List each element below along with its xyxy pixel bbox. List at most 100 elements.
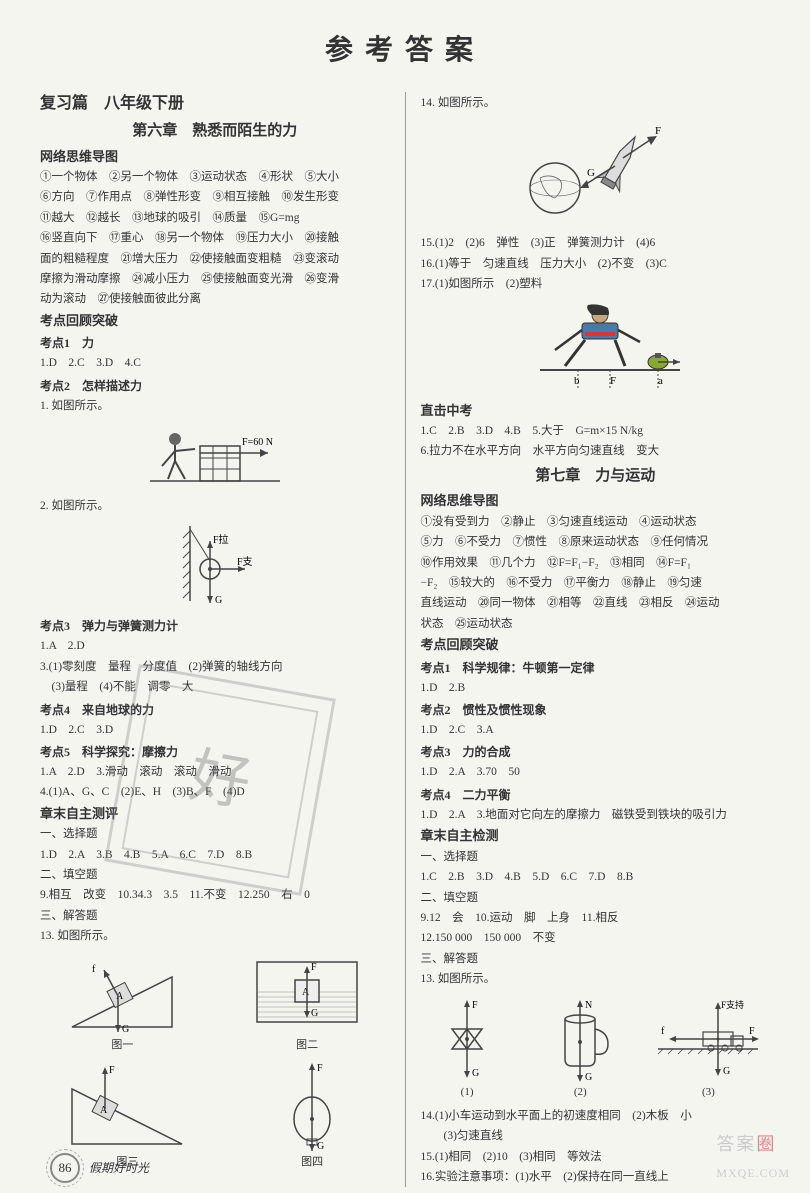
ce-sel2-h: 一、选择题 (421, 848, 771, 866)
q15: 15.(1)2 (2)6 弹性 (3)正 弹簧测力计 (4)6 (421, 234, 771, 252)
fig1-wrapper: A G f 图一 (62, 952, 182, 1054)
net-diagram-header: 网络思维导图 (40, 147, 390, 167)
kd5-title: 考点5 科学探究：摩擦力 (40, 743, 390, 761)
net-line: ⑯竖直向下 ⑰重心 ⑱另一个物体 ⑲压力大小 ⑳接触 (40, 229, 390, 247)
rfig3-truck: F支持 G F f (653, 994, 763, 1084)
left-column: 复习篇 八年级下册 第六章 熟悉而陌生的力 网络思维导图 ①一个物体 ②另一个物… (40, 92, 390, 1187)
push-diagram: F=60 N (150, 421, 280, 491)
kd3b-title: 考点3 力的合成 (421, 743, 771, 761)
net2-line: ⑩作用效果 ⑪几个力 ⑫F=F₁−F₂ ⑬相同 ⑭F=F₁ (421, 554, 771, 572)
net-line: ①一个物体 ②另一个物体 ③运动状态 ④形状 ⑤大小 (40, 168, 390, 186)
kd1b-ans: 1.D 2.B (421, 679, 771, 697)
ce-sel2-ans: 1.C 2.B 3.D 4.B 5.D 6.C 7.D 8.B (421, 868, 771, 886)
svg-text:f: f (661, 1026, 665, 1037)
rfig1-wrapper: F G (1) (427, 994, 507, 1101)
kd5-ans1: 1.A 2.D 3.滑动 滚动 滚动 滑动 (40, 763, 390, 781)
net2-line: ⑤力 ⑥不受力 ⑦惯性 ⑧原来运动状态 ⑨任何情况 (421, 533, 771, 551)
kd4b-ans: 1.D 2.A 3.地面对它向左的摩擦力 磁铁受到铁块的吸引力 (421, 806, 771, 824)
net-line: 动为滚动 ㉗使接触面彼此分离 (40, 290, 390, 308)
net2-line: ①没有受到力 ②静止 ③匀速直线运动 ④运动状态 (421, 513, 771, 531)
page-note: 假期好时光 (89, 1161, 149, 1175)
kd3-ans3b: (3)量程 (4)不能 调零 大 (40, 678, 390, 696)
kd4-title: 考点4 来自地球的力 (40, 701, 390, 719)
kd1-answers: 1.D 2.C 3.D 4.C (40, 354, 390, 372)
chapter-end-test: 章末自主测评 (40, 804, 390, 824)
curling-diagram: b F a (510, 300, 680, 395)
rfig1: F G (427, 994, 507, 1084)
ce-fill-header: 二、填空题 (40, 866, 390, 884)
net-line: 面的粗糙程度 ㉑增大压力 ㉒使接触面变粗糙 ㉓变滚动 (40, 250, 390, 268)
svg-text:N: N (585, 1000, 592, 1011)
svg-text:G: G (587, 167, 595, 179)
svg-text:A: A (100, 1105, 108, 1116)
kd2b-ans: 1.D 2.C 3.A (421, 721, 771, 739)
site-watermark: 答案圈 MXQE.COM (716, 1131, 790, 1185)
svg-text:F: F (610, 375, 616, 387)
column-divider (405, 92, 406, 1187)
kd4b-title: 考点4 二力平衡 (421, 786, 771, 804)
svg-text:F: F (311, 962, 317, 973)
net-line: 摩擦为滑动摩擦 ㉔减小压力 ㉕使接触面变光滑 ㉖变滑 (40, 270, 390, 288)
rfig2-wrapper: N G (2) (540, 994, 620, 1101)
q16: 16.(1)等于 匀速直线 压力大小 (2)不变 (3)C (421, 255, 771, 273)
net2-line: −F₂ ⑮较大的 ⑯不受力 ⑰平衡力 ⑱静止 ⑲匀速 (421, 574, 771, 592)
fig1-incline: A G f (62, 952, 182, 1037)
svg-text:A: A (302, 987, 310, 998)
net2-line: 状态 ㉕运动状态 (421, 615, 771, 633)
svg-text:F支: F支 (237, 556, 253, 568)
q17: 17.(1)如图所示 (2)塑料 (421, 275, 771, 293)
net-header-2: 网络思维导图 (421, 491, 771, 511)
svg-text:b: b (574, 375, 580, 387)
chapter6-title: 第六章 熟悉而陌生的力 (40, 120, 390, 143)
ce-fill2-12: 12.150 000 150 000 不变 (421, 929, 771, 947)
svg-text:G: G (317, 1141, 324, 1152)
svg-text:F: F (749, 1026, 755, 1037)
svg-text:F: F (109, 1065, 115, 1076)
svg-text:A: A (116, 991, 124, 1002)
kd2-q2: 2. 如图所示。 (40, 497, 390, 515)
rocket-figure: G F (421, 118, 771, 228)
rocket-diagram: G F (515, 118, 675, 228)
svg-text:F=60 N: F=60 N (242, 437, 273, 448)
svg-text:G: G (215, 595, 222, 606)
rfig2-label: (2) (540, 1084, 620, 1101)
ce-fill-9: 9.相互 改变 10.34.3 3.5 11.不变 12.250 右 0 (40, 886, 390, 904)
breakthrough-header: 考点回顾突破 (40, 311, 390, 331)
net2-line: 直线运动 ⑳同一物体 ㉑相等 ㉒直线 ㉓相反 ㉔运动 (421, 594, 771, 612)
svg-text:F: F (472, 1000, 478, 1011)
kd4-ans: 1.D 2.C 3.D (40, 721, 390, 739)
kd2-title: 考点2 怎样描述力 (40, 377, 390, 395)
fig3-incline2: A F (67, 1059, 187, 1154)
svg-text:F拉: F拉 (213, 533, 229, 546)
site-cn-b: 圈 (756, 1134, 776, 1154)
fig4-wrapper: F G 图四 (262, 1059, 362, 1171)
svg-text:G: G (723, 1066, 730, 1077)
section-header: 复习篇 八年级下册 (40, 92, 390, 116)
svg-text:a: a (658, 375, 663, 387)
figure-row-1: A G f 图一 (40, 952, 390, 1054)
curling-figure: b F a (421, 300, 771, 395)
kd3-ans3: 3.(1)零刻度 量程 分度值 (2)弹簧的轴线方向 (40, 658, 390, 676)
svg-text:f: f (92, 964, 96, 975)
kd3-title: 考点3 弹力与弹簧测力计 (40, 617, 390, 635)
kd2b-title: 考点2 惯性及惯性现象 (421, 701, 771, 719)
rfig2-cup: N G (540, 994, 620, 1084)
page-title: 参考答案 (40, 30, 770, 72)
kd1b-title: 考点1 科学规律：牛顿第一定律 (421, 659, 771, 677)
right-column: 14. 如图所示。 G F 15.(1)2 (2)6 弹性 (421, 92, 771, 1187)
fig2-wrapper: A F G 图二 (247, 952, 367, 1054)
rfig3-label: (3) (653, 1084, 763, 1101)
kd3-ans: 1.A 2.D (40, 637, 390, 655)
kd5-ans4: 4.(1)A、G、C (2)E、H (3)B、F (4)D (40, 783, 390, 801)
chapter7-title: 第七章 力与运动 (421, 465, 771, 488)
svg-text:F: F (655, 125, 661, 137)
hit-ans: 1.C 2.B 3.D 4.B 5.大于 G=m×15 N/kg (421, 422, 771, 440)
svg-text:G: G (311, 1008, 318, 1019)
figure-row-3: F G (1) N G (421, 994, 771, 1101)
fig2-float: A F G (247, 952, 367, 1037)
wall-ball-diagram: F拉 F支 G (165, 521, 265, 611)
hit-6: 6.拉力不在水平方向 水平方向匀速直线 变大 (421, 442, 771, 460)
site-cn-a: 答案 (716, 1134, 756, 1154)
breakthrough-2: 考点回顾突破 (421, 635, 771, 655)
svg-text:G: G (472, 1068, 479, 1079)
